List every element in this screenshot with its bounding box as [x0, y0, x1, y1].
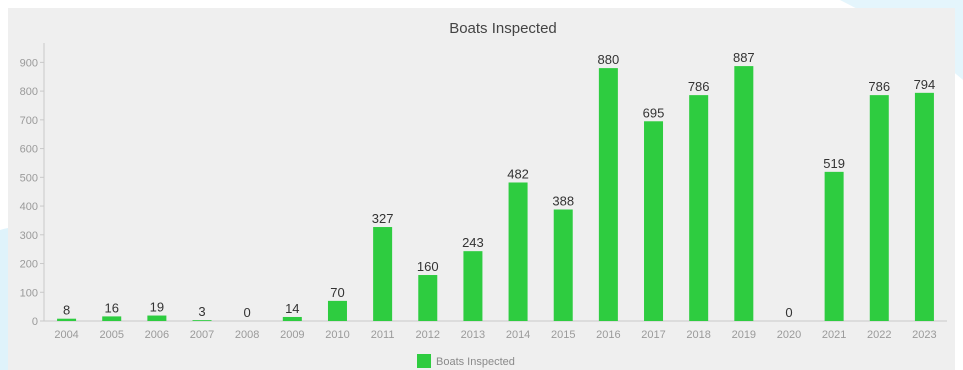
bars	[57, 66, 934, 322]
legend[interactable]: Boats Inspected	[417, 354, 515, 368]
x-tick-label: 2007	[190, 329, 214, 341]
x-tick-label: 2016	[596, 329, 620, 341]
bar[interactable]	[644, 121, 664, 321]
bar[interactable]	[192, 320, 212, 321]
bar[interactable]	[869, 95, 889, 321]
y-axis-ticks: 0 100 200 300 400 500 600 700 800 900	[20, 57, 44, 328]
data-label: 3	[198, 304, 205, 319]
x-tick-label: 2008	[235, 329, 259, 341]
legend-swatch	[417, 354, 431, 368]
bar[interactable]	[598, 68, 618, 321]
data-label: 14	[285, 301, 299, 316]
y-tick-label: 600	[20, 144, 38, 156]
bar[interactable]	[553, 209, 573, 321]
data-label: 19	[150, 300, 164, 315]
x-tick-label: 2021	[822, 329, 846, 341]
data-label: 70	[330, 285, 344, 300]
bar[interactable]	[373, 227, 393, 321]
chart-panel: Boats Inspected 0 100 200 300 400 500 600 700 80…	[8, 8, 955, 370]
x-tick-label: 2020	[777, 329, 801, 341]
y-tick-label: 700	[20, 115, 38, 127]
bar[interactable]	[418, 275, 438, 321]
bar[interactable]	[508, 182, 528, 321]
y-tick-label: 900	[20, 57, 38, 69]
bar[interactable]	[463, 251, 483, 321]
data-label: 482	[507, 166, 529, 181]
data-label: 0	[785, 305, 792, 320]
x-axis-labels: 2004 2005 2006 2007 2008 2009 2010 2011 2012 2013…	[54, 329, 936, 341]
x-tick-label: 2022	[867, 329, 891, 341]
y-tick-label: 500	[20, 172, 38, 184]
data-label: 794	[914, 77, 936, 92]
bar[interactable]	[327, 300, 347, 321]
y-tick-label: 300	[20, 230, 38, 242]
data-label: 695	[643, 105, 665, 120]
bar[interactable]	[282, 316, 302, 321]
data-label: 887	[733, 50, 755, 65]
x-tick-label: 2013	[461, 329, 485, 341]
x-tick-label: 2005	[99, 329, 123, 341]
x-tick-label: 2009	[280, 329, 304, 341]
x-tick-label: 2015	[551, 329, 575, 341]
x-tick-label: 2017	[641, 329, 665, 341]
x-tick-label: 2018	[686, 329, 710, 341]
data-label: 519	[823, 156, 845, 171]
legend-label[interactable]: Boats Inspected	[436, 356, 515, 368]
x-tick-label: 2011	[371, 329, 395, 341]
bar[interactable]	[914, 92, 934, 322]
data-label: 243	[462, 235, 484, 250]
data-label: 16	[104, 300, 118, 315]
y-tick-label: 400	[20, 201, 38, 213]
bar-chart: Boats Inspected 010020030040050060070080…	[20, 20, 947, 368]
data-label: 786	[688, 79, 710, 94]
bar[interactable]	[102, 316, 122, 321]
x-tick-label: 2023	[912, 329, 936, 341]
y-tick-label: 100	[20, 287, 38, 299]
data-label: 786	[868, 79, 890, 94]
x-tick-label: 2004	[54, 329, 78, 341]
bar[interactable]	[147, 315, 167, 321]
bar[interactable]	[824, 171, 844, 321]
data-label: 327	[372, 211, 394, 226]
y-tick-label: 0	[32, 316, 38, 328]
data-label: 8	[63, 303, 70, 318]
x-tick-label: 2012	[416, 329, 440, 341]
x-tick-label: 2006	[145, 329, 169, 341]
y-tick-label: 800	[20, 86, 38, 98]
y-tick-label: 200	[20, 259, 38, 271]
data-label: 388	[552, 194, 574, 209]
x-tick-label: 2019	[732, 329, 756, 341]
data-label: 160	[417, 259, 439, 274]
x-tick-label: 2014	[506, 329, 530, 341]
bar[interactable]	[689, 95, 709, 321]
data-labels: 8 16 19 3 0 14 70 327 160 243 482 388 880 695 786 887 0 5…	[63, 50, 935, 320]
data-label: 0	[244, 305, 251, 320]
x-tick-label: 2010	[325, 329, 349, 341]
chart-title: Boats Inspected	[449, 20, 557, 37]
axes	[40, 43, 947, 322]
data-label: 880	[598, 52, 620, 67]
bar[interactable]	[734, 66, 754, 321]
bar[interactable]	[57, 318, 77, 321]
